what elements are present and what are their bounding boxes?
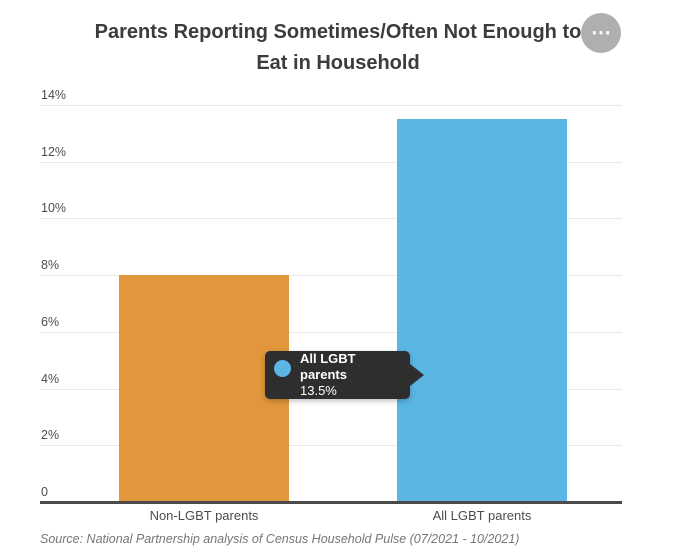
gridline bbox=[40, 445, 622, 447]
tooltip-series-label: All LGBT parents bbox=[300, 351, 356, 382]
tooltip: All LGBT parents 13.5% bbox=[265, 351, 410, 399]
more-options-button[interactable]: ⋯ bbox=[581, 13, 621, 53]
chart-title-line2: Eat in Household bbox=[256, 52, 420, 74]
y-tick-label: 6% bbox=[41, 314, 60, 329]
tooltip-content: All LGBT parents 13.5% bbox=[300, 351, 400, 399]
y-tick-label: 4% bbox=[41, 371, 60, 386]
y-tick-label: 10% bbox=[41, 201, 67, 216]
y-tick-label: 12% bbox=[41, 144, 67, 159]
source-note: Source: National Partnership analysis of… bbox=[40, 532, 520, 546]
series-dot-icon bbox=[274, 359, 291, 377]
y-tick-label: 8% bbox=[41, 258, 60, 273]
bar-non-lgbt-parents[interactable] bbox=[119, 275, 289, 502]
gridline bbox=[40, 331, 622, 333]
x-axis-label: All LGBT parents bbox=[432, 508, 532, 523]
ellipsis-icon: ⋯ bbox=[591, 22, 611, 44]
x-axis-line bbox=[40, 501, 622, 504]
bar-all-lgbt-parents[interactable] bbox=[397, 119, 567, 502]
gridline bbox=[40, 105, 622, 106]
chart-title-line1: Parents Reporting Sometimes/Often Not En… bbox=[94, 21, 582, 43]
x-axis-label: Non-LGBT parents bbox=[149, 508, 259, 523]
gridline bbox=[40, 218, 622, 220]
tooltip-value: 13.5% bbox=[300, 383, 337, 398]
gridline bbox=[40, 275, 622, 277]
gridline bbox=[40, 161, 622, 163]
y-tick-label: 2% bbox=[41, 428, 60, 443]
y-tick-label: 14% bbox=[41, 88, 67, 102]
chart-title: Parents Reporting Sometimes/Often Not En… bbox=[0, 17, 676, 79]
tooltip-arrow bbox=[410, 364, 424, 386]
y-tick-label: 0 bbox=[41, 485, 48, 499]
